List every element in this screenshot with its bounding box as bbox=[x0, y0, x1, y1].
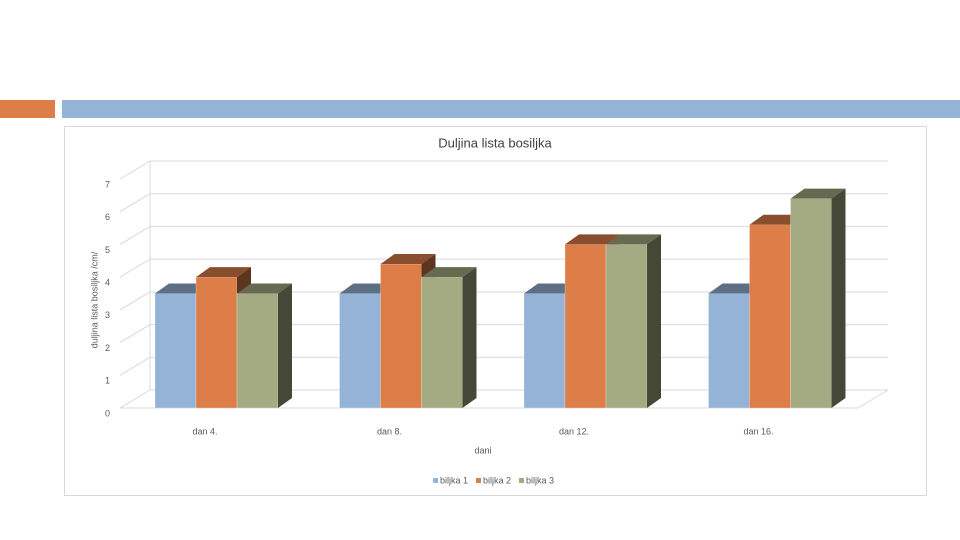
chart-title: Duljina lista bosiljka bbox=[438, 135, 552, 150]
grid-line bbox=[119, 324, 151, 344]
floor-edge bbox=[857, 389, 889, 409]
grid-line bbox=[119, 356, 151, 376]
y-tick-label: 2 bbox=[105, 343, 110, 353]
bar-side bbox=[647, 234, 661, 408]
bar bbox=[749, 224, 791, 409]
grid-line bbox=[119, 389, 151, 409]
bar-top bbox=[790, 188, 846, 199]
bar bbox=[195, 276, 238, 409]
header-bar bbox=[62, 100, 960, 118]
legend-swatch bbox=[519, 478, 524, 483]
bar-side bbox=[462, 267, 477, 408]
bar bbox=[790, 198, 832, 409]
grid-line bbox=[119, 225, 151, 245]
y-tick-label: 7 bbox=[105, 179, 110, 189]
bar-top bbox=[237, 283, 292, 294]
y-tick-label: 1 bbox=[105, 376, 110, 386]
grid-line bbox=[119, 258, 151, 278]
bar bbox=[605, 244, 648, 409]
y-tick-label: 5 bbox=[105, 245, 110, 255]
x-tick-label: dan 4. bbox=[192, 426, 217, 436]
bar-top bbox=[380, 254, 436, 265]
bar bbox=[523, 293, 566, 409]
x-tick-label: dan 8. bbox=[377, 426, 402, 436]
bar bbox=[708, 293, 750, 409]
plot-area: 0 1 2 3 4 5 6 7 dan 4. dan 8. dan 12. dan 16. biljka… bbox=[105, 160, 889, 485]
bar bbox=[154, 293, 197, 409]
bar bbox=[380, 263, 422, 409]
x-tick-label: dan 16. bbox=[743, 426, 773, 436]
x-tick-label: dan 12. bbox=[559, 426, 589, 436]
y-tick-label: 3 bbox=[105, 310, 110, 320]
y-tick-label: 0 bbox=[105, 408, 110, 418]
grid-line bbox=[119, 193, 151, 213]
legend-swatch bbox=[433, 478, 438, 483]
bar bbox=[564, 244, 607, 409]
y-tick-label: 4 bbox=[105, 278, 110, 288]
bar bbox=[421, 276, 463, 409]
y-axis-title: duljina lista bosiljka /cm/ bbox=[89, 251, 99, 348]
bar-top bbox=[606, 234, 661, 245]
legend-label: biljka 1 bbox=[440, 475, 468, 485]
legend-label: biljka 3 bbox=[526, 475, 554, 485]
grid-line bbox=[119, 291, 151, 311]
legend-label: biljka 2 bbox=[483, 475, 511, 485]
bar-side bbox=[831, 188, 846, 408]
bar bbox=[339, 293, 381, 409]
bar-side bbox=[278, 283, 292, 408]
bar bbox=[236, 293, 279, 409]
x-axis-title: dani bbox=[474, 445, 491, 455]
bar-top bbox=[421, 267, 477, 278]
accent-bar bbox=[0, 100, 55, 118]
bar-top bbox=[196, 267, 251, 278]
legend-swatch bbox=[476, 478, 481, 483]
y-tick-label: 6 bbox=[105, 212, 110, 222]
grid-line bbox=[119, 160, 151, 180]
bar-top bbox=[565, 234, 620, 245]
